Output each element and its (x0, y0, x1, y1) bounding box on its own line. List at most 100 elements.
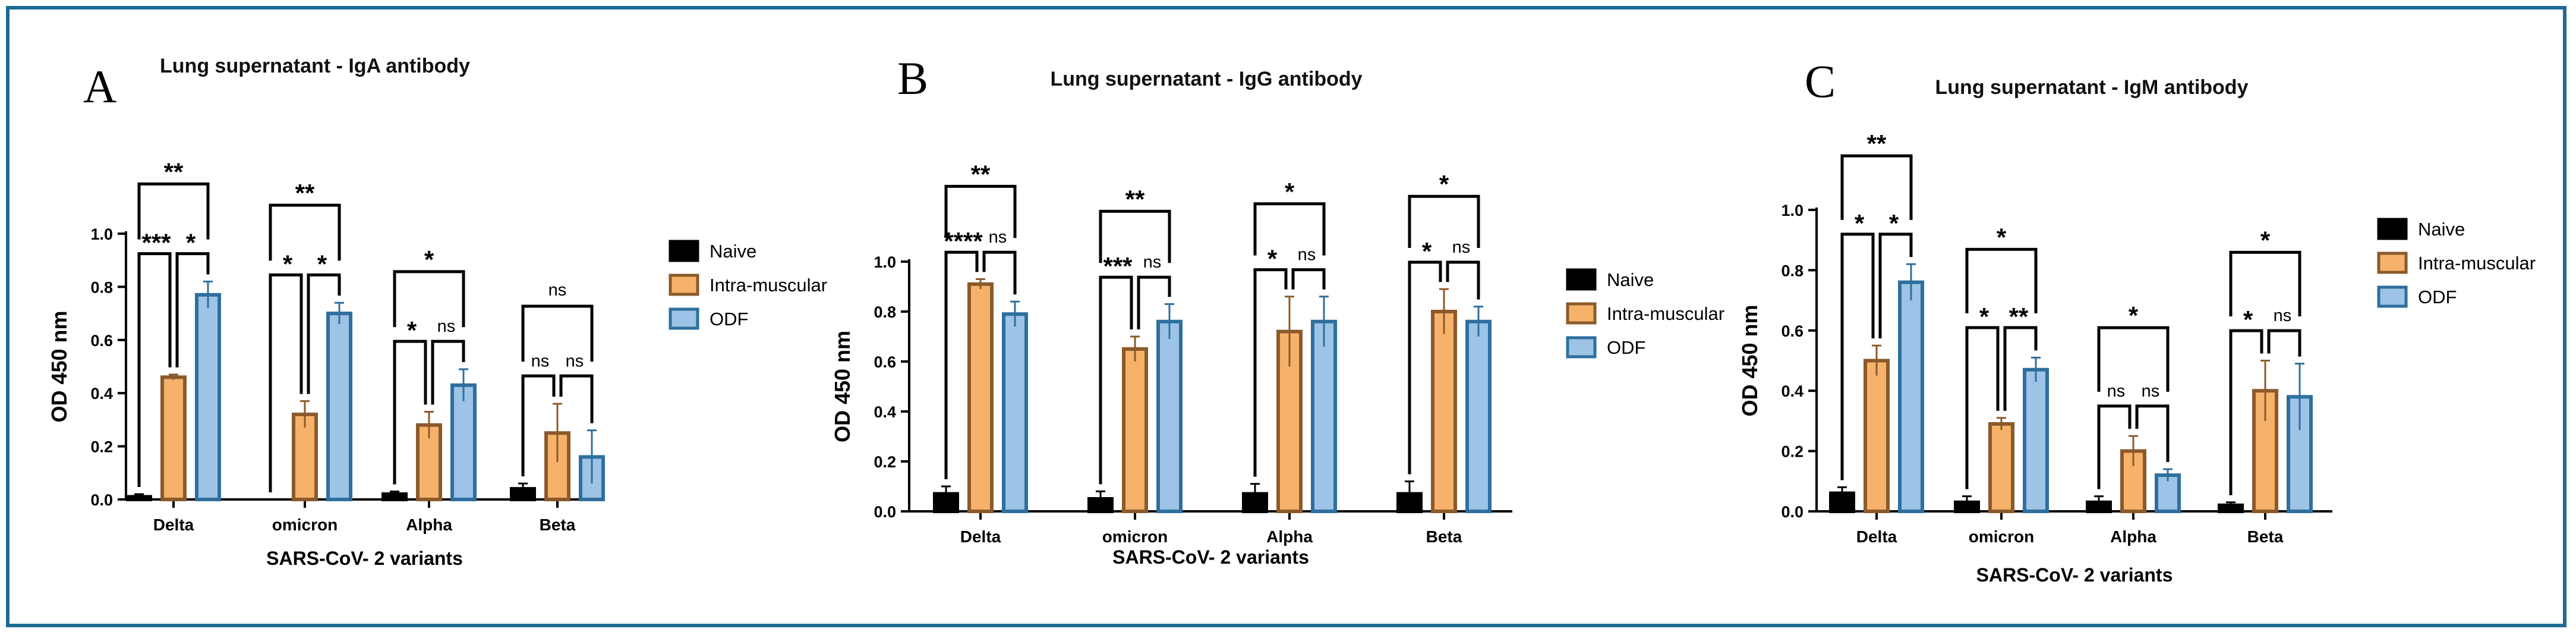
significance-label: * (424, 246, 434, 274)
chart-title: Lung supernatant - IgA antibody (160, 55, 470, 77)
significance-bracket (1840, 232, 1875, 480)
significance-label: ns (1143, 253, 1162, 272)
chart-panel-c: C Lung supernatant - IgM antibody 0.0 0.2 0.… (1738, 55, 2536, 586)
significance-label: ns (437, 317, 456, 336)
bar (1898, 280, 1924, 513)
bar (1122, 347, 1148, 513)
y-tick-label: 0.4 (90, 385, 113, 403)
y-axis-label: OD 450 nm (47, 310, 71, 422)
significance-bracket (1965, 247, 2038, 314)
significance-label: ns (531, 351, 550, 370)
y-tick-label: 0.0 (874, 503, 896, 521)
significance-label: ** (164, 158, 184, 186)
legend-swatch (2377, 218, 2408, 240)
bar (1002, 312, 1028, 513)
bar (1988, 422, 2014, 513)
significance-label: * (1285, 178, 1295, 206)
significance-label: *** (141, 229, 171, 257)
significance-bracket (175, 252, 210, 367)
significance-bracket (1291, 268, 1326, 290)
significance-bracket (521, 304, 594, 362)
legend-label: Intra-muscular (1607, 303, 1724, 324)
y-tick-label: 0.2 (1781, 443, 1803, 461)
bar (1311, 319, 1337, 513)
bar (326, 312, 352, 501)
significance-bracket (1840, 154, 1913, 220)
significance-bracket (944, 184, 1017, 238)
y-tick-label: 0.8 (1781, 262, 1803, 279)
significance-label: * (2243, 306, 2253, 334)
significance-label: * (317, 250, 327, 278)
significance-bracket (431, 340, 465, 405)
significance-bracket (2229, 329, 2263, 495)
bar (195, 293, 221, 501)
significance-label: * (1889, 209, 1899, 237)
significance-bracket (2003, 326, 2038, 411)
x-tick-label: Delta (960, 527, 1001, 546)
panel-letter: B (897, 52, 928, 104)
y-tick-label: 0.0 (90, 491, 113, 509)
legend-label: ODF (2418, 287, 2457, 307)
significance-label: ns (2107, 382, 2126, 401)
significance-label: ** (1867, 130, 1887, 158)
significance-bracket (307, 273, 341, 394)
chart-title: Lung supernatant - IgM antibody (1935, 76, 2249, 99)
significance-bracket (1099, 275, 1133, 485)
legend-swatch (2377, 285, 2408, 308)
x-tick-label: omicron (272, 516, 338, 534)
y-tick-label: 0.8 (90, 278, 113, 296)
significance-bracket (393, 270, 465, 328)
x-tick-label: Beta (1426, 527, 1462, 546)
significance-label: * (186, 229, 196, 257)
bar (967, 282, 994, 513)
significance-bracket (1099, 209, 1171, 263)
bar (1864, 359, 1890, 513)
y-tick-label: 0.6 (874, 353, 896, 371)
significance-bracket (269, 203, 341, 261)
significance-bracket (944, 250, 979, 479)
significance-bracket (521, 374, 556, 477)
x-tick-label: omicron (1969, 527, 2034, 546)
chart-panel-b: B Lung supernatant - IgG antibody 0.0 0.2 0.… (830, 52, 1724, 568)
legend-label: Naive (1607, 269, 1654, 290)
legend-swatch (669, 240, 699, 262)
significance-label: * (1439, 170, 1449, 198)
x-tick-label: Alpha (406, 516, 452, 534)
legend-label: Naive (2418, 219, 2465, 240)
significance-bracket (137, 252, 172, 488)
legend-swatch (669, 274, 699, 296)
significance-bracket (2097, 326, 2170, 392)
y-tick-label: 0.2 (90, 438, 113, 456)
x-tick-label: Delta (1856, 527, 1897, 546)
bar (450, 383, 477, 501)
legend-swatch (669, 307, 699, 330)
legend-label: Intra-muscular (2418, 253, 2536, 274)
x-tick-label: Alpha (2110, 527, 2156, 546)
panel-letter: C (1805, 55, 1836, 107)
bar (1156, 319, 1183, 513)
legend-swatch (2377, 252, 2408, 274)
y-tick-label: 0.8 (874, 303, 896, 321)
chart-title: Lung supernatant - IgG antibody (1050, 68, 1362, 90)
x-axis-label: SARS-CoV- 2 variants (1112, 546, 1309, 568)
significance-label: ns (1298, 246, 1316, 265)
significance-bracket (2097, 404, 2132, 489)
significance-bracket (1408, 260, 1442, 474)
x-tick-label: Beta (540, 516, 576, 534)
y-tick-label: 1.0 (1781, 202, 1803, 219)
significance-label: * (2129, 301, 2139, 329)
significance-label: * (407, 316, 417, 344)
significance-bracket (1253, 202, 1326, 256)
significance-label: ns (989, 228, 1007, 247)
x-tick-label: Beta (2247, 527, 2284, 546)
significance-label: *** (1103, 252, 1133, 280)
significance-bracket (137, 182, 210, 240)
y-tick-label: 0.4 (1781, 382, 1803, 400)
bar (2023, 367, 2049, 514)
x-axis-label: SARS-CoV- 2 variants (266, 548, 463, 569)
significance-bracket (2229, 250, 2301, 317)
legend-label: ODF (1607, 337, 1645, 358)
bar (292, 412, 318, 502)
significance-label: * (2260, 226, 2271, 254)
